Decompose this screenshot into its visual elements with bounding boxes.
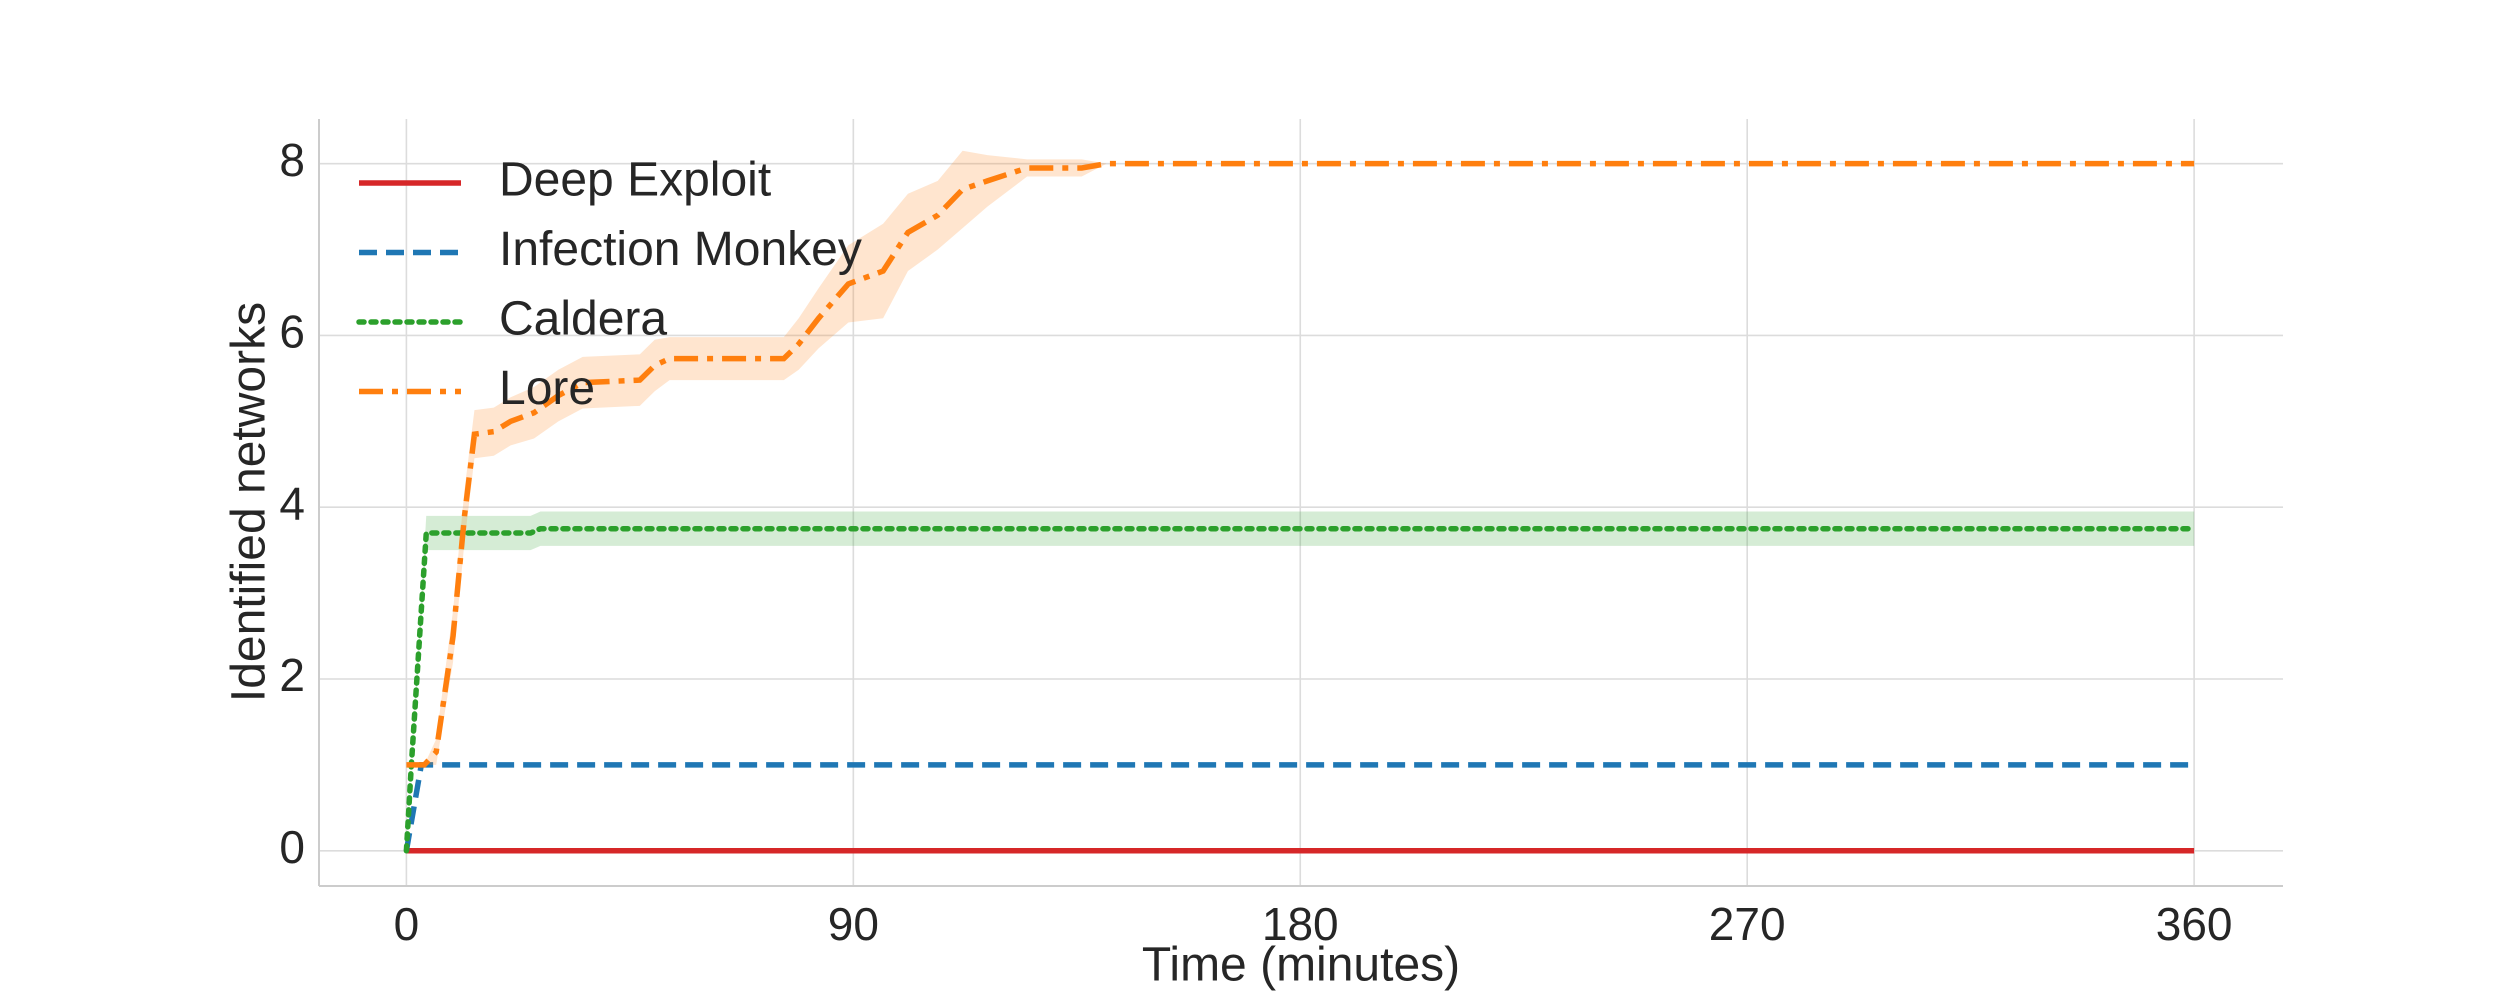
y-tick-label: 8 <box>279 134 305 186</box>
x-tick-label: 180 <box>1262 898 1339 950</box>
x-tick-label: 360 <box>2156 898 2233 950</box>
x-tick-label: 0 <box>394 898 420 950</box>
series-line <box>403 525 2197 854</box>
x-tick-label: 90 <box>828 898 879 950</box>
legend-label: Deep Exploit <box>499 154 771 207</box>
x-axis-label: Time (minutes) <box>1142 939 1460 992</box>
y-tick-label: 6 <box>279 306 305 358</box>
confidence-band <box>406 511 2195 851</box>
y-tick-label: 4 <box>279 477 305 529</box>
legend-label: Infection Monkey <box>499 223 862 276</box>
confidence-band <box>406 150 2195 765</box>
legend-label: Lore <box>499 362 595 415</box>
x-tick-label: 270 <box>1709 898 1786 950</box>
series-line <box>406 160 2195 768</box>
y-axis-label: Identified networks <box>223 302 276 702</box>
y-tick-label: 0 <box>279 821 305 873</box>
y-tick-label: 2 <box>279 649 305 701</box>
legend-label: Caldera <box>499 293 667 346</box>
